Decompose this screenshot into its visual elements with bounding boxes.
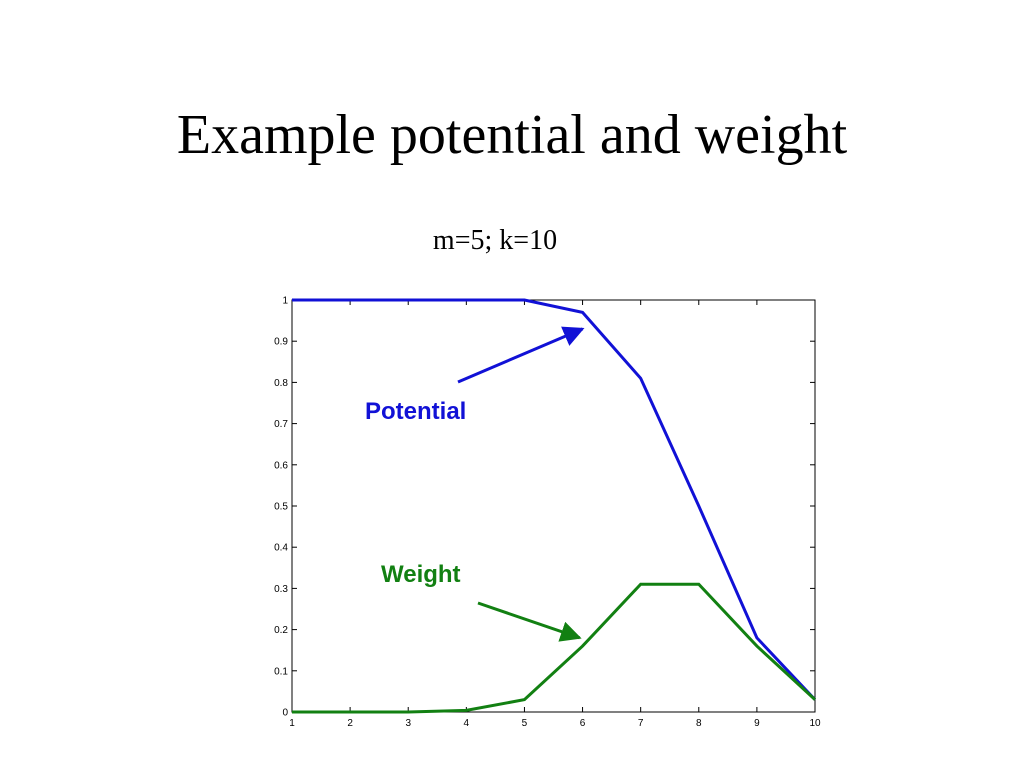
series-line-weight xyxy=(292,582,817,714)
y-tick-label: 0.5 xyxy=(274,502,288,513)
series-line-potential xyxy=(292,298,817,701)
y-tick-label: 0.6 xyxy=(274,460,288,471)
x-tick-label: 2 xyxy=(347,718,353,729)
plot-frame xyxy=(291,299,816,713)
y-tick-label: 0.7 xyxy=(274,419,288,430)
y-tick-label: 0 xyxy=(282,708,288,719)
annotation-label-weight: Weight xyxy=(381,561,461,588)
slide-subtitle: m=5; k=10 xyxy=(432,225,558,256)
y-tick-label: 1 xyxy=(282,296,288,307)
y-tick-label: 0.3 xyxy=(274,584,288,595)
x-tick-label: 10 xyxy=(809,718,821,729)
y-tick-label: 0.1 xyxy=(274,666,288,677)
y-tick-label: 0.4 xyxy=(274,543,288,554)
x-tick-label: 5 xyxy=(522,718,528,729)
y-tick-label: 0.2 xyxy=(274,625,288,636)
x-tick-label: 4 xyxy=(464,718,470,729)
x-tick-label: 6 xyxy=(580,718,586,729)
x-tick-label: 7 xyxy=(638,718,644,729)
y-tick-label: 0.8 xyxy=(274,378,288,389)
annotation-label-potential: Potential xyxy=(365,398,466,425)
annotation-arrow-weight xyxy=(477,601,582,642)
x-tick-label: 3 xyxy=(405,718,411,729)
slide-title: Example potential and weight xyxy=(176,104,848,166)
x-tick-label: 8 xyxy=(696,718,702,729)
x-tick-label: 9 xyxy=(754,718,760,729)
annotation-arrow-potential xyxy=(457,326,585,384)
x-tick-label: 1 xyxy=(289,718,295,729)
y-tick-label: 0.9 xyxy=(274,337,288,348)
